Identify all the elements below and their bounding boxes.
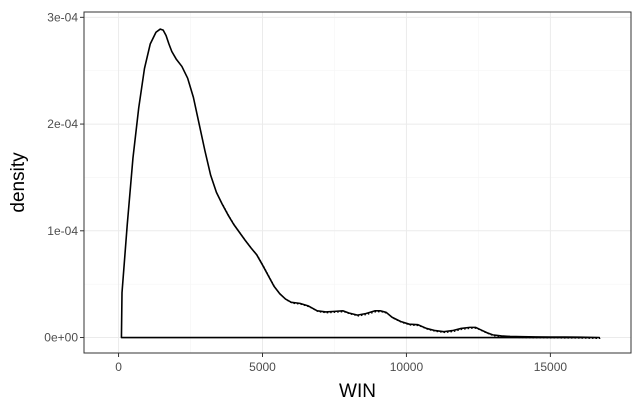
x-tick-label: 5000 bbox=[249, 360, 276, 374]
x-axis-title: WIN bbox=[339, 381, 376, 402]
y-axis: 0e+00 1e-04 2e-04 3e-04 bbox=[44, 10, 84, 345]
y-tick-label: 0e+00 bbox=[44, 331, 78, 345]
y-tick-label: 1e-04 bbox=[47, 224, 78, 238]
panel-border bbox=[83, 11, 632, 354]
y-axis-title: density bbox=[8, 152, 29, 213]
density-series bbox=[120, 28, 601, 340]
grid bbox=[84, 12, 631, 353]
density-curve bbox=[120, 28, 601, 339]
x-tick-label: 0 bbox=[115, 360, 122, 374]
density-curve-secondary bbox=[222, 204, 601, 340]
x-axis: 0 5000 10000 15000 bbox=[115, 353, 567, 374]
y-tick-label: 3e-04 bbox=[47, 10, 78, 24]
x-tick-label: 10000 bbox=[390, 360, 424, 374]
x-tick-label: 15000 bbox=[534, 360, 568, 374]
y-tick-label: 2e-04 bbox=[47, 117, 78, 131]
